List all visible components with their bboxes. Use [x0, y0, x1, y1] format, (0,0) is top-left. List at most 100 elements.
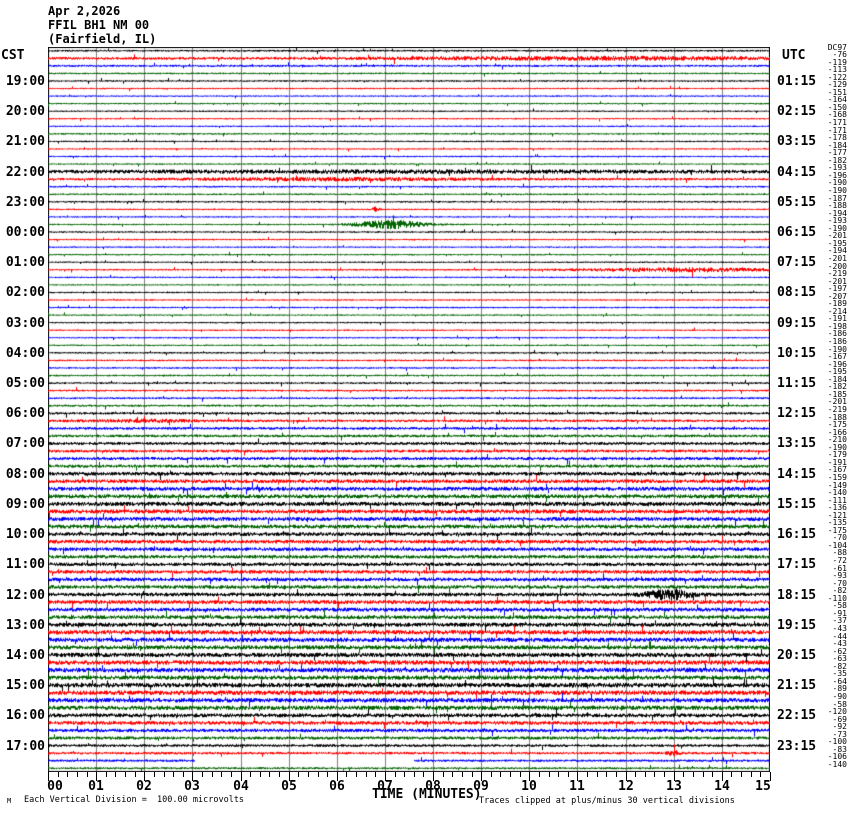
dc-offset-value: -58	[832, 699, 847, 709]
minute-tick-minor	[250, 772, 251, 777]
minute-label: 08	[425, 779, 441, 794]
minute-tick-minor	[616, 772, 617, 777]
utc-hour-label: 10:15	[777, 345, 817, 361]
dc-offset-value: -210	[827, 435, 847, 445]
minute-tick-major	[385, 772, 386, 781]
dc-offset-value: -171	[827, 125, 847, 135]
minute-tick-major	[770, 772, 771, 781]
minute-tick-minor	[298, 772, 299, 777]
minute-tick-minor	[423, 772, 424, 777]
dc-offset-value: -166	[827, 427, 847, 437]
minute-tick-minor	[741, 772, 742, 777]
minute-tick-minor	[539, 772, 540, 777]
minute-label: 12	[618, 779, 634, 794]
dc-offset-value: -69	[832, 714, 847, 724]
dc-offset-value: -119	[827, 57, 847, 67]
minute-tick-minor	[346, 772, 347, 777]
dc-offset-value: -175	[827, 420, 847, 430]
dc-offset-value: -167	[827, 465, 847, 475]
dc-offset-value: -201	[827, 253, 847, 263]
vertical-scale-note: Each Vertical Division = 100.00 microvol…	[24, 795, 245, 805]
dc-offset-value: DC97	[827, 42, 847, 52]
cst-hour-label: 20:00	[5, 104, 45, 120]
cst-hour-label: 10:00	[5, 527, 45, 543]
dc-offset-value: -201	[827, 276, 847, 286]
minute-tick-minor	[87, 772, 88, 777]
minute-tick-major	[289, 772, 290, 781]
minute-tick-minor	[751, 772, 752, 777]
cst-hour-label: 22:00	[5, 164, 45, 180]
clip-note: Traces clipped at plus/minus 30 vertical…	[479, 796, 735, 806]
dc-offset-value: -178	[827, 133, 847, 143]
dc-offset-value: -135	[827, 518, 847, 528]
dc-offset-value: -82	[832, 586, 847, 596]
minute-tick-minor	[683, 772, 684, 777]
dc-offset-value: -121	[827, 510, 847, 520]
minute-tick-minor	[654, 772, 655, 777]
dc-offset-value: -185	[827, 389, 847, 399]
dc-offset-value: -44	[832, 631, 847, 641]
cst-hour-label: 11:00	[5, 557, 45, 573]
dc-offset-value: -113	[827, 65, 847, 75]
dc-offset-value: -82	[832, 661, 847, 671]
cst-hour-label: 03:00	[5, 315, 45, 331]
minute-tick-minor	[693, 772, 694, 777]
minute-label: 04	[233, 779, 249, 794]
minute-label: 11	[569, 779, 585, 794]
dc-offset-value: -193	[827, 163, 847, 173]
utc-hour-label: 16:15	[777, 527, 817, 543]
cst-hour-label: 12:00	[5, 587, 45, 603]
dc-offset-value: -88	[832, 548, 847, 558]
minute-label: 01	[88, 779, 104, 794]
cst-hour-label: 15:00	[5, 678, 45, 694]
dc-offset-value: -194	[827, 208, 847, 218]
dc-offset-value: -72	[832, 556, 847, 566]
minute-tick-major	[674, 772, 675, 781]
dc-offset-value: -120	[827, 707, 847, 717]
minute-tick-minor	[231, 772, 232, 777]
minute-tick-minor	[173, 772, 174, 777]
dc-offset-value: -129	[827, 80, 847, 90]
minute-tick-minor	[635, 772, 636, 777]
utc-hour-label: 22:15	[777, 708, 817, 724]
dc-offset-value: -164	[827, 95, 847, 105]
minute-tick-minor	[558, 772, 559, 777]
dc-offset-value: -179	[827, 450, 847, 460]
minute-tick-minor	[549, 772, 550, 777]
dc-offset-value: -83	[832, 744, 847, 754]
cst-hour-label: 19:00	[5, 73, 45, 89]
seismogram-canvas	[48, 47, 770, 772]
dc-offset-value: -201	[827, 397, 847, 407]
minute-tick-minor	[221, 772, 222, 777]
utc-hour-label: 18:15	[777, 587, 817, 603]
dc-offset-value: -73	[832, 729, 847, 739]
minute-tick-minor	[606, 772, 607, 777]
cst-hour-label: 21:00	[5, 134, 45, 150]
left-timezone-header: CST	[1, 48, 25, 63]
dc-offset-value: -104	[827, 540, 847, 550]
minute-tick-minor	[356, 772, 357, 777]
dc-offset-value: -111	[827, 495, 847, 505]
dc-offset-value: -188	[827, 201, 847, 211]
minute-label: 03	[184, 779, 200, 794]
dc-offset-value: -106	[827, 752, 847, 762]
title-date: Apr 2,2026	[48, 4, 121, 18]
dc-offset-value: -43	[832, 624, 847, 633]
dc-offset-value: -58	[832, 601, 847, 611]
cst-hour-label: 06:00	[5, 406, 45, 422]
minute-tick-minor	[318, 772, 319, 777]
dc-offset-value: -35	[832, 669, 847, 679]
dc-offset-value: -151	[827, 87, 847, 97]
minute-tick-minor	[269, 772, 270, 777]
utc-hour-label: 03:15	[777, 134, 817, 150]
minute-tick-major	[433, 772, 434, 781]
utc-hour-label: 06:15	[777, 225, 817, 241]
dc-offset-value: -168	[827, 110, 847, 120]
dc-offset-value: -207	[827, 291, 847, 301]
cst-hour-label: 23:00	[5, 194, 45, 210]
minute-tick-minor	[731, 772, 732, 777]
utc-hour-label: 12:15	[777, 406, 817, 422]
minute-tick-minor	[135, 772, 136, 777]
minute-tick-minor	[760, 772, 761, 777]
cst-hour-label: 14:00	[5, 647, 45, 663]
